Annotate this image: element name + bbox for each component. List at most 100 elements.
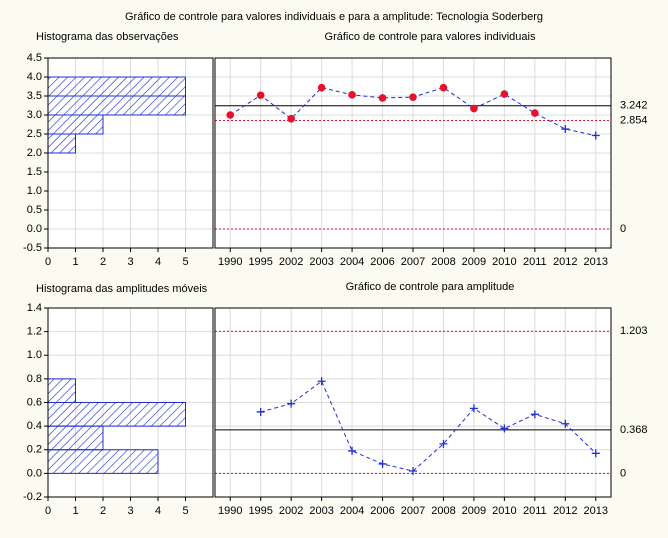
control-line-label: 0 <box>620 223 626 235</box>
x-tick-label: 0 <box>45 256 51 268</box>
control-line-label: 0 <box>620 467 626 479</box>
x-tick-label: 2004 <box>340 505 364 517</box>
y-tick-label: 0.8 <box>27 373 42 385</box>
x-tick-label: 2006 <box>370 505 394 517</box>
data-point <box>530 410 539 419</box>
histogram-bar <box>47 425 104 451</box>
data-point <box>469 404 478 413</box>
x-tick-label: 2013 <box>584 505 608 517</box>
x-tick-label: 4 <box>155 256 161 268</box>
control-line-label: 2.854 <box>620 114 648 126</box>
x-tick-label: 2 <box>100 256 106 268</box>
data-point <box>287 115 295 123</box>
y-tick-label: -0.2 <box>23 491 42 503</box>
x-tick-label: 1990 <box>218 256 242 268</box>
plot-frame <box>47 307 214 498</box>
plot-frame <box>214 57 612 249</box>
data-point <box>439 83 448 92</box>
data-point <box>500 90 509 98</box>
control-line-label: 1.203 <box>620 325 648 337</box>
y-tick-label: 0.4 <box>27 420 42 432</box>
x-tick-label: 2002 <box>279 505 303 517</box>
y-tick-label: 1.0 <box>27 349 42 361</box>
y-tick-label: 0.5 <box>27 204 42 216</box>
x-tick-label: 2 <box>100 505 106 517</box>
x-tick-label: 2012 <box>553 256 577 268</box>
series-line <box>260 380 597 472</box>
x-tick-label: 2004 <box>340 256 364 268</box>
data-point <box>348 91 356 99</box>
y-tick-label: 2.0 <box>27 147 42 159</box>
data-point <box>317 83 326 92</box>
y-tick-label: 1.2 <box>27 326 42 338</box>
data-point <box>226 111 235 119</box>
x-tick-label: 1 <box>72 256 78 268</box>
x-tick-label: 2012 <box>553 505 577 517</box>
x-tick-label: 2008 <box>431 256 455 268</box>
x-tick-label: 2010 <box>492 256 516 268</box>
chart-title: Gráfico de controle para amplitude <box>346 281 515 293</box>
plot-frame <box>214 307 612 498</box>
data-point <box>561 419 570 428</box>
chart-title: Histograma das observações <box>36 31 179 43</box>
x-tick-label: 5 <box>182 256 188 268</box>
y-tick-label: 0.0 <box>27 467 42 479</box>
y-tick-label: 1.0 <box>27 185 42 197</box>
control-line-label: 0.368 <box>620 424 648 436</box>
data-point <box>378 94 387 102</box>
y-tick-label: 4.5 <box>27 52 42 64</box>
data-point <box>591 449 600 458</box>
y-tick-label: 4.0 <box>27 71 42 83</box>
x-tick-label: 2002 <box>279 256 303 268</box>
y-tick-label: 0.6 <box>27 396 42 408</box>
y-tick-label: 3.5 <box>27 90 42 102</box>
data-point <box>378 459 387 468</box>
x-tick-label: 1995 <box>248 256 272 268</box>
x-tick-label: 2003 <box>309 505 333 517</box>
x-tick-label: 2009 <box>462 505 486 517</box>
x-tick-label: 2013 <box>584 256 608 268</box>
data-point <box>317 377 326 386</box>
x-tick-label: 2009 <box>462 256 486 268</box>
y-tick-label: 0.0 <box>27 223 42 235</box>
x-tick-label: 1 <box>72 505 78 517</box>
x-tick-label: 5 <box>182 505 188 517</box>
x-tick-label: 2006 <box>370 256 394 268</box>
x-tick-label: 2008 <box>431 505 455 517</box>
x-tick-label: 2007 <box>401 505 425 517</box>
y-tick-label: -0.5 <box>23 242 42 254</box>
data-point <box>409 93 417 101</box>
data-point <box>287 399 296 408</box>
x-tick-label: 2010 <box>492 505 516 517</box>
data-point <box>348 446 357 455</box>
histogram-bar <box>47 76 186 97</box>
histogram-bar <box>47 449 159 474</box>
histogram-bar <box>47 378 76 403</box>
histogram-bar <box>47 133 76 154</box>
y-tick-label: 1.5 <box>27 166 42 178</box>
x-tick-label: 2011 <box>523 256 547 268</box>
x-tick-label: 3 <box>127 505 133 517</box>
x-tick-label: 1990 <box>218 505 242 517</box>
histogram-bar <box>47 95 186 116</box>
x-tick-label: 0 <box>45 505 51 517</box>
control-line-label: 3.242 <box>620 100 648 112</box>
x-tick-label: 1995 <box>248 505 272 517</box>
data-point <box>500 424 509 433</box>
y-tick-label: 0.2 <box>27 444 42 456</box>
data-point <box>256 407 265 416</box>
chart-title: Histograma das amplitudes móveis <box>36 283 208 295</box>
data-point <box>561 125 570 134</box>
x-tick-label: 2007 <box>401 256 425 268</box>
x-tick-label: 2003 <box>309 256 333 268</box>
data-point <box>409 467 417 476</box>
histogram-bar <box>47 114 104 135</box>
data-point <box>439 439 448 448</box>
x-tick-label: 2011 <box>523 505 547 517</box>
x-tick-label: 3 <box>127 256 133 268</box>
data-point <box>531 109 539 117</box>
y-tick-label: 2.5 <box>27 128 42 140</box>
x-tick-label: 4 <box>155 505 161 517</box>
plot-frame <box>47 57 214 249</box>
